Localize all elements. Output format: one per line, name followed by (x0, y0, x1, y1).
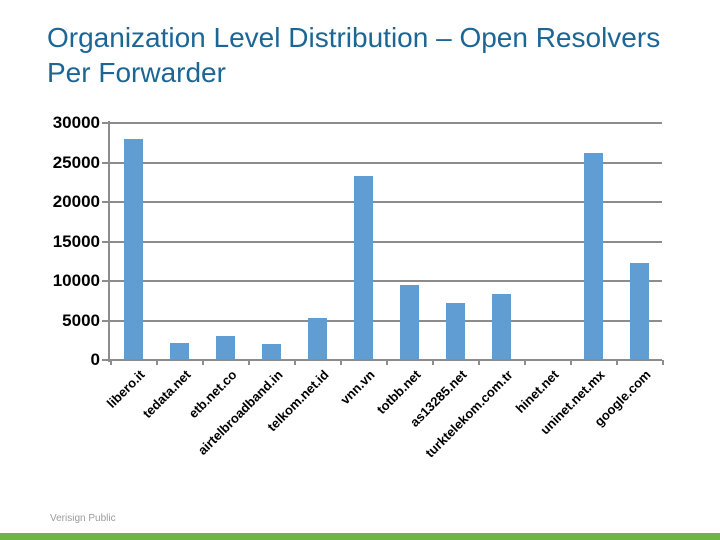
x-axis-tick (110, 360, 112, 365)
bar (308, 318, 327, 360)
gridline (110, 201, 662, 203)
x-axis-tick (524, 360, 526, 365)
y-axis-label: 20000 (52, 192, 100, 211)
y-axis-tick (102, 201, 110, 203)
gridline (110, 241, 662, 243)
x-axis-tick (662, 360, 664, 365)
x-axis-tick (478, 360, 480, 365)
y-axis-tick (102, 162, 110, 164)
gridline (110, 122, 662, 124)
slide-title-line1: Organization Level Distribution – Open R… (47, 22, 661, 53)
y-axis-tick (102, 280, 110, 282)
bar (262, 344, 281, 360)
bar (354, 176, 373, 360)
y-axis-tick (102, 320, 110, 322)
bar (584, 153, 603, 360)
y-axis-label: 30000 (52, 113, 100, 132)
y-axis-label: 5000 (62, 311, 100, 330)
footer-classification: Verisign Public (50, 513, 116, 524)
gridline (110, 162, 662, 164)
y-axis-label: 15000 (52, 232, 100, 251)
bar (170, 343, 189, 360)
y-axis-tick (102, 241, 110, 243)
x-axis-tick (248, 360, 250, 365)
x-axis-tick (294, 360, 296, 365)
bar (446, 303, 465, 360)
x-axis-tick (340, 360, 342, 365)
x-axis-tick (202, 360, 204, 365)
bar (630, 263, 649, 360)
bar (216, 336, 235, 360)
bar (492, 294, 511, 360)
x-axis-tick (156, 360, 158, 365)
y-axis-tick (102, 122, 110, 124)
y-axis-label: 25000 (52, 153, 100, 172)
y-axis-label: 0 (90, 350, 100, 369)
y-axis-label: 10000 (52, 271, 100, 290)
gridline (110, 320, 662, 322)
slide-title-line2: Per Forwarder (47, 57, 226, 88)
bar (400, 285, 419, 360)
x-axis-tick (386, 360, 388, 365)
x-axis-tick (570, 360, 572, 365)
x-axis-tick (432, 360, 434, 365)
slide-title: Organization Level Distribution – Open R… (47, 20, 697, 90)
y-axis-tick (102, 359, 110, 361)
y-axis-line (108, 121, 110, 362)
gridline (110, 280, 662, 282)
footer-accent-bar (0, 533, 720, 540)
x-axis-tick (616, 360, 618, 365)
bar (124, 139, 143, 360)
